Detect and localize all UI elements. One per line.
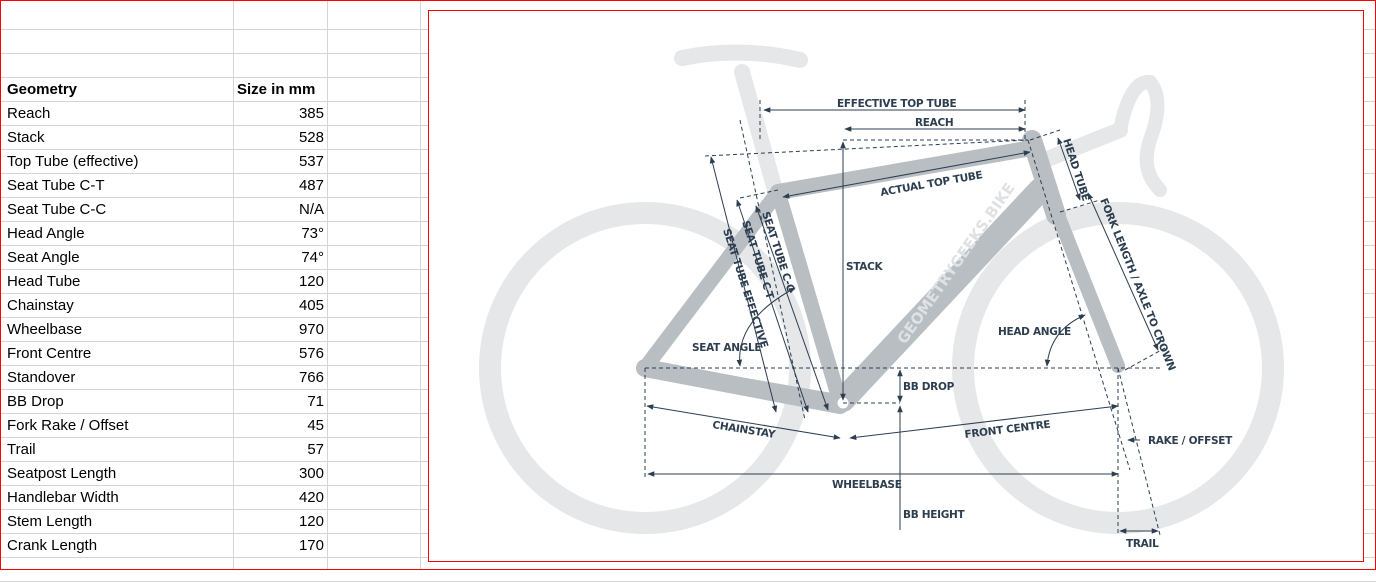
bike-geometry-image[interactable] [428, 10, 1364, 562]
geometry-label-cell[interactable]: BB Drop [7, 393, 64, 410]
size-value-cell[interactable]: 45 [307, 417, 324, 434]
size-value-cell[interactable]: 528 [298, 129, 324, 146]
geometry-label-cell[interactable]: Standover [7, 369, 76, 386]
column-divider [420, 0, 421, 570]
label-bb-height: BB HEIGHT [903, 509, 966, 521]
geometry-label-cell[interactable]: Handlebar Width [7, 489, 119, 506]
header-size[interactable]: Size in mm [237, 81, 316, 98]
geometry-label-cell[interactable]: Stack [7, 129, 45, 146]
geometry-label-cell[interactable]: Crank Length [7, 537, 98, 554]
seatpost-saddle [674, 44, 808, 198]
geometry-label-cell[interactable]: Chainstay [7, 297, 74, 314]
size-value-cell[interactable]: 73° [301, 225, 324, 242]
dimension-lines [644, 100, 1166, 536]
geometry-label-cell[interactable]: Stem Length [7, 513, 93, 530]
size-value-cell[interactable]: 170 [298, 537, 324, 554]
geometry-label-cell[interactable]: Seat Angle [7, 249, 80, 266]
geometry-label-cell[interactable]: Front Centre [7, 345, 92, 362]
label-wheelbase: WHEELBASE [832, 479, 902, 491]
size-value-cell[interactable]: 405 [298, 297, 324, 314]
header-geometry[interactable]: Geometry [7, 81, 78, 98]
handlebar-stem [1037, 75, 1167, 197]
bike-geometry-diagram: GEOMETRYGEEKS.BIKE [479, 44, 1284, 550]
label-reach: REACH [915, 117, 953, 129]
column-divider [327, 0, 328, 570]
size-value-cell[interactable]: 71 [307, 393, 324, 410]
geometry-label-cell[interactable]: Top Tube (effective) [7, 153, 139, 170]
geometry-label-cell[interactable]: Wheelbase [7, 321, 83, 338]
size-value-cell[interactable]: 576 [298, 345, 324, 362]
geometry-label-cell[interactable]: Seat Tube C-T [7, 177, 105, 194]
geometry-label-cell[interactable]: Seat Tube C-C [7, 201, 107, 218]
size-value-cell[interactable]: 300 [298, 465, 324, 482]
geometry-label-cell[interactable]: Head Tube [7, 273, 81, 290]
size-value-cell[interactable]: 766 [298, 369, 324, 386]
label-effective-top-tube: EFFECTIVE TOP TUBE [837, 98, 956, 110]
geometry-label-cell[interactable]: Seatpost Length [7, 465, 117, 482]
size-value-cell[interactable]: 120 [298, 513, 324, 530]
size-value-cell[interactable]: 385 [298, 105, 324, 122]
label-bb-drop: BB DROP [903, 381, 955, 393]
label-seat-angle: SEAT ANGLE [692, 342, 761, 354]
label-trail: TRAIL [1126, 538, 1159, 550]
size-value-cell[interactable]: 420 [298, 489, 324, 506]
size-value-cell[interactable]: 57 [307, 441, 324, 458]
size-value-cell[interactable]: 537 [298, 153, 324, 170]
column-divider [233, 0, 234, 570]
geometry-label-cell[interactable]: Head Angle [7, 225, 85, 242]
label-head-angle: HEAD ANGLE [998, 326, 1071, 338]
geometry-label-cell[interactable]: Reach [7, 105, 51, 122]
size-value-cell[interactable]: 970 [298, 321, 324, 338]
size-value-cell[interactable]: 487 [298, 177, 324, 194]
size-value-cell[interactable]: 120 [298, 273, 324, 290]
label-stack: STACK [846, 261, 884, 273]
size-value-cell[interactable]: N/A [298, 201, 324, 218]
label-rake-offset: RAKE / OFFSET [1148, 435, 1233, 447]
size-value-cell[interactable]: 74° [301, 249, 324, 266]
geometry-label-cell[interactable]: Fork Rake / Offset [7, 417, 129, 434]
geometry-label-cell[interactable]: Trail [7, 441, 36, 458]
